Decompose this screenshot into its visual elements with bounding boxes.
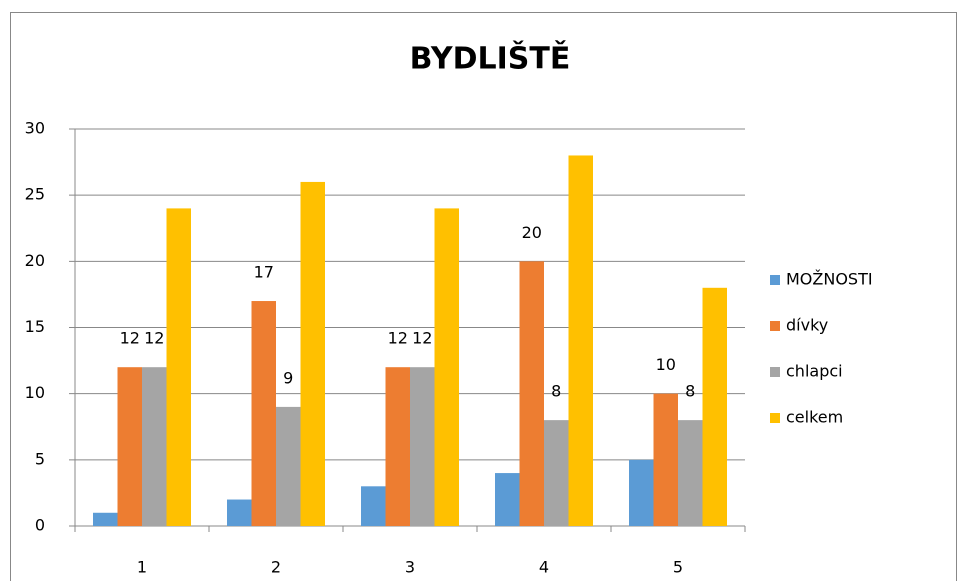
legend-swatch — [770, 413, 780, 423]
bar — [300, 181, 325, 526]
bar — [434, 208, 459, 526]
data-label: 10 — [656, 355, 676, 374]
bar — [251, 301, 276, 526]
x-tick-label: 1 — [137, 558, 147, 577]
bar — [544, 420, 569, 526]
data-label: 12 — [388, 329, 408, 348]
bar — [410, 367, 435, 526]
bar — [276, 406, 301, 526]
y-tick-label: 20 — [25, 251, 45, 270]
bar — [629, 459, 654, 526]
bar — [227, 499, 252, 526]
bar — [568, 155, 593, 526]
y-tick-label: 0 — [35, 516, 45, 535]
bar — [678, 420, 703, 526]
data-label: 8 — [551, 382, 561, 401]
data-label: 8 — [685, 382, 695, 401]
x-tick-label: 4 — [539, 558, 549, 577]
y-tick-label: 30 — [25, 119, 45, 138]
data-label: 12 — [144, 329, 164, 348]
legend-swatch — [770, 367, 780, 377]
bar — [653, 393, 678, 526]
bar — [93, 512, 118, 526]
y-tick-label: 10 — [25, 383, 45, 402]
x-tick-label: 3 — [405, 558, 415, 577]
bar — [385, 367, 410, 526]
bar — [519, 261, 544, 526]
bar — [495, 473, 520, 526]
data-label: 20 — [522, 223, 542, 242]
data-label: 12 — [412, 329, 432, 348]
legend-swatch — [770, 321, 780, 331]
bar — [702, 287, 727, 526]
bar — [361, 486, 386, 526]
x-tick-label: 5 — [673, 558, 683, 577]
data-label: 12 — [120, 329, 140, 348]
bar — [142, 367, 167, 526]
y-tick-label: 15 — [25, 317, 45, 336]
x-tick-label: 2 — [271, 558, 281, 577]
y-tick-label: 25 — [25, 185, 45, 204]
bar — [166, 208, 191, 526]
bar — [117, 367, 142, 526]
y-tick-label: 5 — [35, 449, 45, 468]
data-label: 9 — [283, 368, 293, 387]
legend-label: chlapci — [786, 362, 843, 381]
legend-label: celkem — [786, 408, 843, 427]
legend-label: dívky — [786, 316, 828, 335]
chart-title: BYDLIŠTĚ — [410, 40, 571, 77]
legend-label: MOŽNOSTI — [786, 270, 873, 289]
legend-swatch — [770, 275, 780, 285]
data-label: 17 — [254, 263, 274, 282]
